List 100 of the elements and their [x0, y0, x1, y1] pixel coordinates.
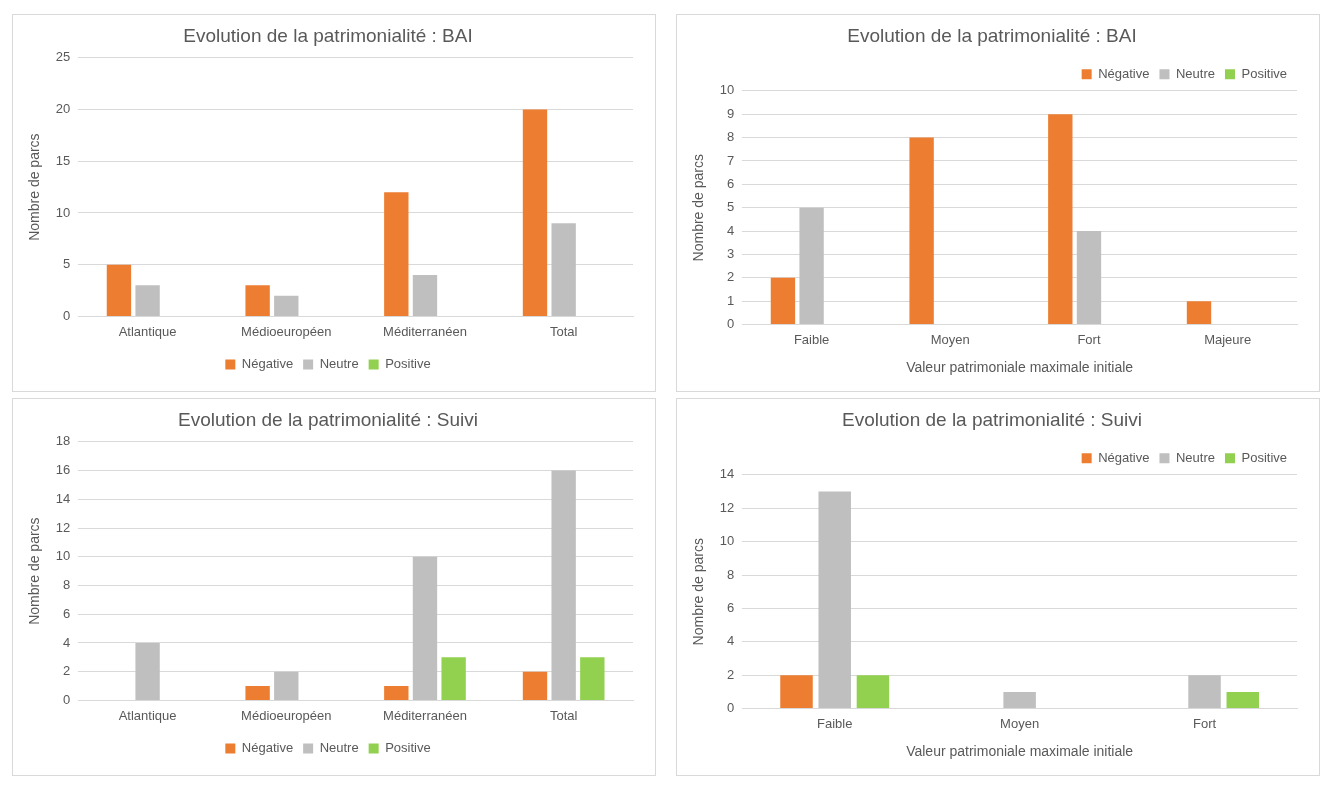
- legend-label: Négative: [241, 740, 294, 756]
- y-tick-label: 18: [55, 433, 71, 449]
- x-tick-label: Méditerranéen: [383, 323, 467, 339]
- bar: [551, 223, 576, 316]
- x-tick-label: Médioeuropéen: [241, 707, 332, 723]
- legend-label: Négative: [1098, 449, 1150, 465]
- bar: [412, 275, 438, 316]
- chart-title: Evolution de la patrimonialité : BAI: [847, 24, 1137, 46]
- chart-title: Evolution de la patrimonialité : Suivi: [178, 408, 478, 430]
- legend-label: Positive: [1241, 65, 1288, 81]
- legend-label: Neutre: [1175, 449, 1215, 465]
- legend-label: Positive: [385, 740, 431, 756]
- y-tick-label: 14: [55, 490, 71, 506]
- legend-label: Positive: [1241, 449, 1288, 465]
- y-tick-label: 0: [63, 691, 71, 707]
- y-tick-label: 0: [727, 316, 735, 332]
- x-tick-label: Faible: [793, 331, 830, 347]
- bar: [412, 556, 438, 700]
- x-tick-label: Faible: [817, 715, 853, 731]
- y-tick-label: 0: [727, 700, 735, 716]
- y-tick-label: 4: [727, 633, 735, 649]
- y-tick-label: 2: [727, 666, 735, 682]
- bar: [135, 642, 160, 700]
- bar: [274, 295, 299, 316]
- x-tick-label: Total: [549, 323, 578, 339]
- bar: [384, 686, 409, 700]
- bar: [1048, 114, 1073, 325]
- legend-label: Neutre: [319, 356, 359, 372]
- y-tick-label: 10: [719, 533, 735, 549]
- y-tick-label: 25: [55, 49, 71, 65]
- bar: [274, 671, 299, 700]
- bar: [245, 686, 270, 700]
- legend-label: Négative: [1098, 65, 1150, 81]
- bar: [1188, 675, 1221, 709]
- y-tick-label: 2: [727, 269, 735, 285]
- x-tick-label: Fort: [1192, 715, 1217, 731]
- x-tick-label: Atlantique: [118, 707, 177, 723]
- legend-label: Neutre: [1175, 65, 1215, 81]
- legend-label: Positive: [385, 356, 431, 372]
- y-tick-label: 16: [55, 462, 71, 478]
- chart-title: Evolution de la patrimonialité : BAI: [183, 24, 473, 46]
- y-tick-label: 9: [727, 105, 735, 121]
- x-tick-label: Moyen: [1000, 715, 1040, 731]
- y-axis-title: Nombre de parcs: [690, 538, 707, 646]
- bar: [522, 671, 548, 700]
- y-tick-label: 5: [727, 199, 735, 215]
- bar: [1186, 301, 1212, 325]
- y-tick-label: 15: [55, 152, 71, 168]
- y-tick-label: 6: [63, 605, 71, 621]
- y-axis-title: Nombre de parcs: [26, 133, 43, 241]
- y-tick-label: 4: [727, 222, 735, 238]
- bar: [135, 285, 160, 316]
- x-tick-label: Fort: [1077, 331, 1101, 347]
- y-tick-label: 8: [63, 577, 71, 593]
- x-tick-label: Moyen: [930, 331, 970, 347]
- y-tick-label: 14: [719, 466, 735, 482]
- y-tick-label: 6: [727, 175, 735, 191]
- x-axis-title: Valeur patrimoniale maximale initiale: [906, 743, 1134, 760]
- bar: [245, 285, 270, 316]
- chart-title: Evolution de la patrimonialité : Suivi: [842, 408, 1142, 430]
- y-tick-label: 1: [727, 292, 735, 308]
- bar: [1076, 231, 1102, 325]
- x-axis-title: Valeur patrimoniale maximale initiale: [906, 359, 1134, 376]
- bar: [106, 264, 132, 316]
- bar: [780, 675, 813, 709]
- x-tick-label: Médioeuropéen: [241, 323, 332, 339]
- y-tick-label: 0: [63, 307, 71, 323]
- y-tick-label: 12: [719, 499, 735, 515]
- y-tick-label: 7: [727, 152, 735, 168]
- bar: [818, 491, 851, 709]
- x-tick-label: Méditerranéen: [383, 707, 467, 723]
- bar: [770, 277, 796, 325]
- bar: [1226, 691, 1259, 709]
- legend-label: Neutre: [319, 740, 359, 756]
- y-tick-label: 2: [63, 663, 71, 679]
- y-tick-label: 10: [55, 204, 71, 220]
- bar: [522, 109, 548, 316]
- y-tick-label: 6: [727, 599, 735, 615]
- bar: [856, 675, 890, 709]
- y-tick-label: 8: [727, 129, 735, 145]
- bar: [909, 137, 934, 325]
- y-tick-label: 4: [63, 634, 71, 650]
- bar: [384, 192, 409, 316]
- y-tick-label: 10: [55, 548, 71, 564]
- x-tick-label: Total: [549, 707, 578, 723]
- y-axis-title: Nombre de parcs: [26, 517, 43, 625]
- y-tick-label: 5: [63, 256, 71, 272]
- bar: [799, 207, 824, 325]
- y-axis-title: Nombre de parcs: [690, 154, 707, 262]
- bar: [580, 657, 605, 700]
- y-tick-label: 8: [727, 566, 735, 582]
- bar: [1003, 691, 1036, 709]
- y-tick-label: 10: [719, 82, 735, 98]
- x-tick-label: Atlantique: [118, 323, 177, 339]
- y-tick-label: 12: [55, 519, 71, 535]
- y-tick-label: 20: [55, 101, 71, 117]
- x-tick-label: Majeure: [1204, 331, 1252, 347]
- legend-label: Négative: [241, 356, 294, 372]
- bar: [551, 470, 576, 700]
- bar: [441, 657, 466, 700]
